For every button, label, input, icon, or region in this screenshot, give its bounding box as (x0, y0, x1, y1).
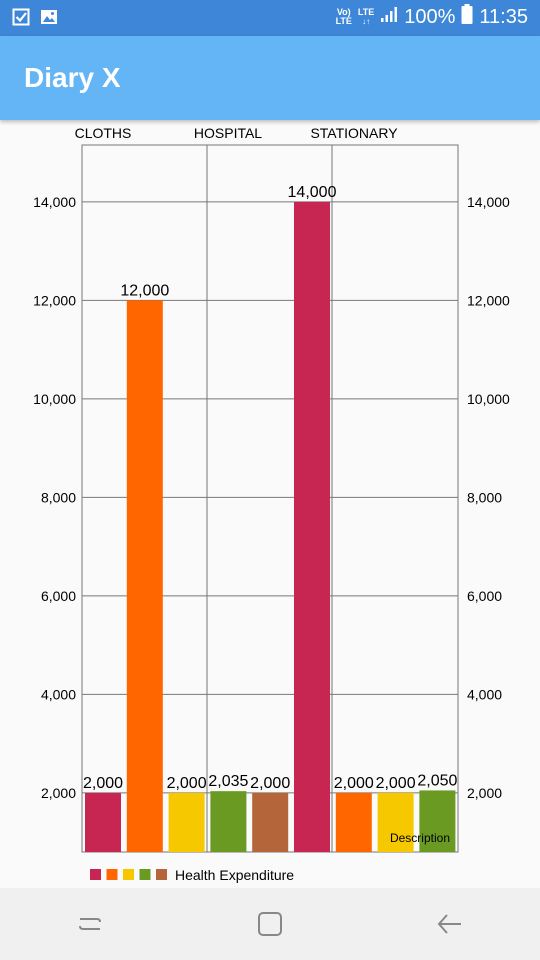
legend-swatch (139, 869, 151, 880)
back-button[interactable] (420, 894, 480, 954)
y-tick-label-right: 6,000 (467, 588, 502, 604)
app-bar: Diary X (0, 36, 540, 120)
bar-value-label: 2,000 (167, 775, 207, 792)
legend-swatch (106, 869, 118, 880)
chart-description: Description (390, 831, 450, 845)
y-tick-label-right: 14,000 (467, 194, 510, 210)
y-tick-label-right: 4,000 (467, 686, 502, 702)
bar (85, 792, 121, 852)
app-title: Diary X (24, 62, 121, 93)
network-top-label: Vo) (336, 7, 351, 17)
legend-swatch (90, 869, 101, 880)
bar (294, 201, 330, 852)
bar-chart-area[interactable]: 2,000 2,000 4,000 4,000 6,000 6,000 8,000 8,000… (0, 120, 540, 888)
y-tick-label-left: 14,000 (33, 194, 76, 210)
home-icon (258, 912, 282, 936)
bar-value-label: 2,035 (208, 773, 248, 790)
top-label-hospital: HOSPITAL (194, 125, 262, 141)
y-tick-label-right: 8,000 (467, 489, 502, 505)
back-arrow-icon (437, 914, 461, 934)
battery-icon (461, 4, 473, 30)
legend-swatch (156, 869, 167, 880)
y-tick-label-left: 2,000 (41, 785, 76, 801)
legend-swatch (123, 869, 134, 880)
clock: 11:35 (479, 5, 528, 28)
bar-value-label: 14,000 (288, 184, 337, 201)
y-tick-label-right: 2,000 (467, 785, 502, 801)
bar (252, 792, 289, 852)
bar-value-label: 2,000 (83, 775, 123, 792)
bar (377, 792, 414, 852)
lte-indicator: LTE ↓↑ (357, 7, 375, 27)
y-tick-label-left: 12,000 (33, 292, 76, 308)
bar-value-label: 2,000 (334, 775, 374, 792)
bar-value-label: 12,000 (120, 282, 169, 299)
battery-percent: 100% (404, 5, 456, 28)
top-label-cloths: CLOTHS (75, 125, 132, 141)
recent-apps-icon (79, 918, 101, 930)
bar-value-label: 2,000 (376, 775, 416, 792)
bar (210, 791, 247, 852)
status-bar: Vo) LTE LTE ↓↑ 100% 11:35 (0, 0, 540, 36)
navigation-bar (0, 888, 540, 960)
legend-label: Health Expenditure (175, 867, 294, 883)
signal-icon (380, 5, 398, 29)
y-tick-label-left: 4,000 (41, 686, 76, 702)
y-tick-label-right: 10,000 (467, 391, 510, 407)
volte-icon: Vo) LTE (336, 8, 352, 26)
bar (419, 790, 456, 852)
recent-apps-button[interactable] (60, 894, 120, 954)
image-icon (40, 8, 58, 26)
lte-label: LTE (357, 7, 375, 17)
bar (126, 300, 163, 852)
y-tick-label-left: 6,000 (41, 588, 76, 604)
home-button[interactable] (240, 894, 300, 954)
y-tick-label-left: 8,000 (41, 489, 76, 505)
y-tick-label-left: 10,000 (33, 391, 76, 407)
bar-value-label: 2,050 (417, 772, 457, 789)
network-bottom-label: LTE (335, 16, 352, 26)
bar (335, 792, 372, 852)
bar (168, 792, 205, 852)
y-tick-label-right: 12,000 (467, 292, 510, 308)
bar-value-label: 2,000 (250, 775, 290, 792)
top-label-stationary: STATIONARY (310, 125, 398, 141)
checkbox-icon (12, 8, 30, 26)
